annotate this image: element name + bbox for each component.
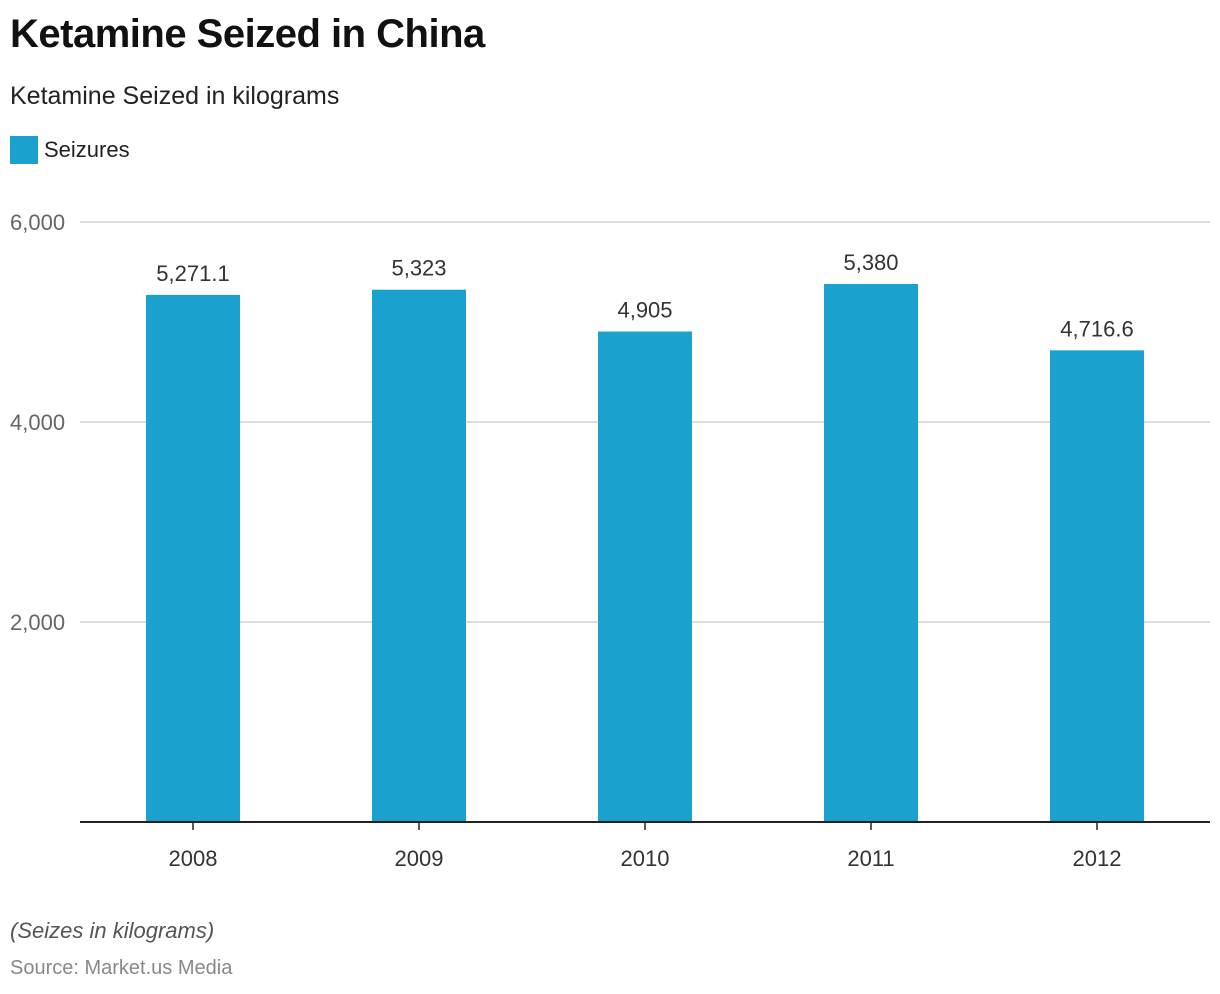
x-tick-label: 2008: [169, 846, 218, 871]
legend-swatch: [10, 136, 38, 164]
x-tick-label: 2009: [395, 846, 444, 871]
y-tick-label: 4,000: [10, 410, 65, 435]
bar: [598, 331, 692, 822]
legend: Seizures: [10, 136, 130, 164]
data-label: 5,323: [391, 256, 446, 281]
bar-chart: 2,000 4,000 6,000 5,271.1 2008 5,323 2009 4,905…: [10, 210, 1210, 871]
chart-title: Ketamine Seized in China: [10, 12, 485, 56]
legend-label: Seizures: [44, 137, 130, 162]
y-tick-label: 6,000: [10, 210, 65, 235]
x-tick-label: 2012: [1073, 846, 1122, 871]
y-tick-label: 2,000: [10, 610, 65, 635]
bar: [372, 289, 466, 822]
data-label: 4,716.6: [1060, 316, 1133, 341]
bar: [1050, 350, 1144, 822]
bar: [146, 294, 240, 822]
data-label: 5,271.1: [156, 261, 229, 286]
x-tick-label: 2010: [621, 846, 670, 871]
chart-subtitle: Ketamine Seized in kilograms: [10, 82, 340, 110]
bar: [824, 284, 918, 822]
data-label: 4,905: [617, 298, 672, 323]
chart-source: Source: Market.us Media: [10, 957, 233, 979]
chart-note: (Seizes in kilograms): [10, 918, 215, 943]
data-label: 5,380: [843, 250, 898, 275]
x-tick-label: 2011: [847, 846, 894, 871]
